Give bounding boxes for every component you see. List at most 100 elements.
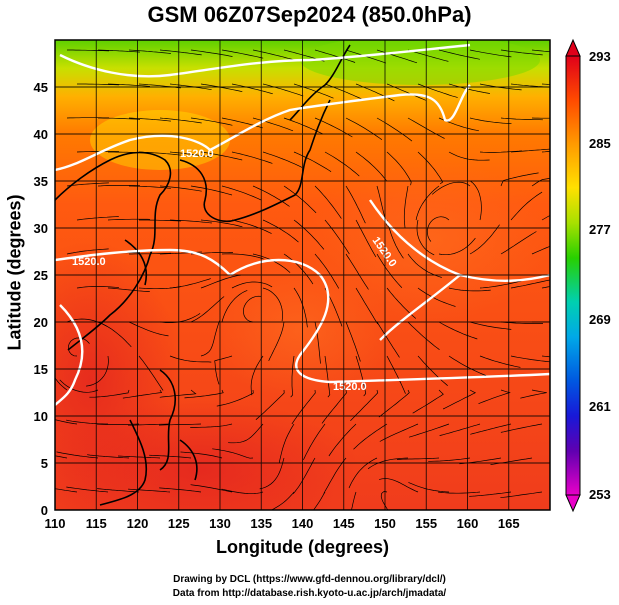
streamline [438,237,476,256]
streamline [76,151,120,153]
streamline [250,355,264,396]
colorbar-tick-293: 293 [589,49,611,64]
streamline [500,491,543,499]
streamline [520,389,547,399]
streamline [262,83,304,97]
y-tick-labels: 0 5 10 15 20 25 30 35 40 45 [34,80,48,518]
streamline [278,423,295,464]
streamline [169,355,212,363]
streamline [190,423,233,428]
contour-label-south: 1520.0 [333,381,367,393]
streamline [268,321,285,362]
streamline [55,455,68,459]
streamline [355,287,378,325]
credit-drawing: Drawing by DCL (https://www.gfd-dennou.o… [173,574,446,585]
streamline [448,151,490,161]
streamline [379,478,419,493]
streamline [262,287,283,322]
streamline [159,313,201,324]
streamline [139,219,182,222]
map-title: GSM 06Z07Sep2024 (850.0hPa) [147,2,472,27]
colorbar-bottom-arrow [565,494,581,513]
streamline [293,83,334,99]
height-contours [55,43,550,406]
x-tick-labels: 110 115 120 125 130 135 140 145 150 155 … [45,516,520,531]
streamline [169,83,212,91]
streamline [314,253,340,289]
streamline [531,177,550,187]
streamline [376,117,413,142]
streamline [439,423,481,436]
streamline [184,389,224,399]
streamline [417,151,444,185]
streamline [324,219,350,255]
streamline [159,389,197,398]
streamline [417,83,458,98]
streamline [416,219,435,256]
streamline [448,287,491,292]
y-tick-45: 45 [34,80,48,95]
x-tick-130: 130 [209,516,231,531]
streamline [68,337,90,357]
streamline [355,219,377,258]
streamline [128,117,171,122]
y-axis-label: Latitude (degrees) [4,194,25,351]
streamline [479,83,522,91]
streamline [159,487,202,493]
streamline [379,423,419,442]
streamline [541,83,550,85]
streamline [212,448,254,459]
x-tick-115: 115 [86,516,107,531]
x-tick-135: 135 [250,516,272,531]
x-tick-140: 140 [292,516,314,531]
streamline [396,457,440,460]
streamline [442,389,477,410]
streamline [252,117,294,132]
streamline [438,321,478,340]
streamline [500,423,543,433]
streamline [107,218,151,221]
contour-label-west: 1520.0 [72,256,106,268]
streamline [259,457,285,490]
streamline [303,423,326,461]
streamline [500,117,543,121]
y-tick-20: 20 [34,315,48,330]
x-tick-160: 160 [457,516,479,531]
streamline [190,484,233,493]
streamline [231,83,273,95]
x-tick-120: 120 [127,516,149,531]
streamline [59,379,99,393]
streamline [138,355,164,391]
streamline [293,151,332,172]
streamline [378,389,410,418]
streamline [231,281,273,289]
streamline [479,150,522,153]
streamline [86,355,109,387]
colorbar-tick-261: 261 [589,399,611,414]
colorbar-tick-285: 285 [589,136,611,151]
streamline [417,355,448,386]
streamline [169,219,212,224]
streamline [531,49,550,53]
streamline [292,457,316,495]
streamline [541,286,550,289]
streamline [87,454,130,459]
x-tick-155: 155 [415,516,437,531]
streamline [323,457,347,494]
y-tick-5: 5 [41,456,48,471]
colorbar: 293 285 277 269 261 253 [565,38,611,513]
streamline [345,253,369,290]
y-tick-40: 40 [34,127,48,142]
streamline [531,245,550,255]
streamline [117,455,161,459]
y-tick-35: 35 [34,174,48,189]
streamline [386,151,412,186]
colorbar-tick-269: 269 [589,312,611,327]
streamline [128,321,169,337]
contour-label-north: 1520.0 [180,148,214,160]
streamline [376,253,403,288]
streamline [408,423,450,438]
streamline [200,83,243,93]
colorbar-scale [565,55,581,496]
streamline [159,49,202,56]
